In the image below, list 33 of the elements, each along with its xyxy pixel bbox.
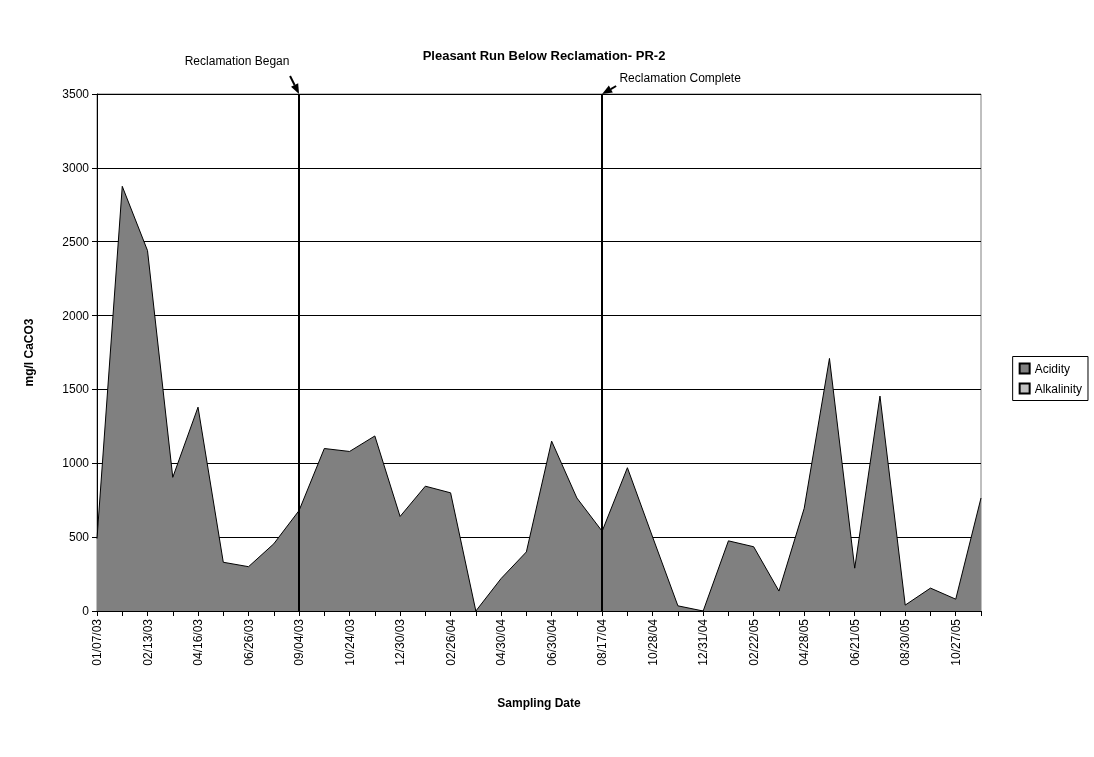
x-tick-label: 10/28/04 bbox=[645, 618, 660, 666]
x-tick-label: 06/21/05 bbox=[847, 618, 862, 666]
y-tick-label: 3000 bbox=[62, 160, 90, 175]
y-tick-label: 1500 bbox=[62, 382, 90, 397]
y-axis-title: mg/l CaCO3 bbox=[22, 318, 36, 387]
x-tick-label: 04/16/03 bbox=[191, 618, 206, 666]
x-tick-label: 08/17/04 bbox=[595, 618, 610, 666]
y-tick-label: 0 bbox=[82, 604, 90, 618]
x-tick-label: 04/28/05 bbox=[797, 618, 812, 666]
x-tick-label: 09/04/03 bbox=[292, 618, 307, 666]
x-tick-label: 02/22/05 bbox=[746, 618, 761, 666]
y-tick-label: 2500 bbox=[62, 234, 90, 249]
ref-line-label: Reclamation Began bbox=[184, 54, 290, 68]
x-tick-label: 02/26/04 bbox=[443, 618, 458, 666]
x-tick-label: 08/30/05 bbox=[898, 618, 913, 666]
y-tick-label: 500 bbox=[68, 530, 90, 545]
x-tick-label: 12/30/03 bbox=[393, 618, 408, 666]
x-tick-label: 02/13/03 bbox=[140, 618, 155, 666]
x-tick-label: 10/24/03 bbox=[342, 618, 357, 666]
x-tick-label: 01/07/03 bbox=[90, 618, 104, 666]
x-tick-label: 06/26/03 bbox=[241, 618, 256, 666]
legend-label: Alkalinity bbox=[1034, 381, 1083, 396]
ref-line-label: Reclamation Complete bbox=[619, 71, 742, 85]
y-tick-label: 2000 bbox=[62, 308, 90, 323]
y-tick-label: 1000 bbox=[62, 456, 90, 471]
chart-title: Pleasant Run Below Reclamation- PR-2 bbox=[422, 48, 666, 63]
x-axis-title: Sampling Date bbox=[497, 696, 581, 710]
x-tick-label: 10/27/05 bbox=[948, 618, 963, 666]
y-tick-label: 3500 bbox=[62, 87, 90, 101]
x-tick-label: 06/30/04 bbox=[544, 618, 559, 666]
legend-label: Acidity bbox=[1034, 361, 1070, 376]
x-tick-label: 12/31/04 bbox=[696, 618, 711, 666]
x-tick-label: 04/30/04 bbox=[494, 618, 509, 666]
